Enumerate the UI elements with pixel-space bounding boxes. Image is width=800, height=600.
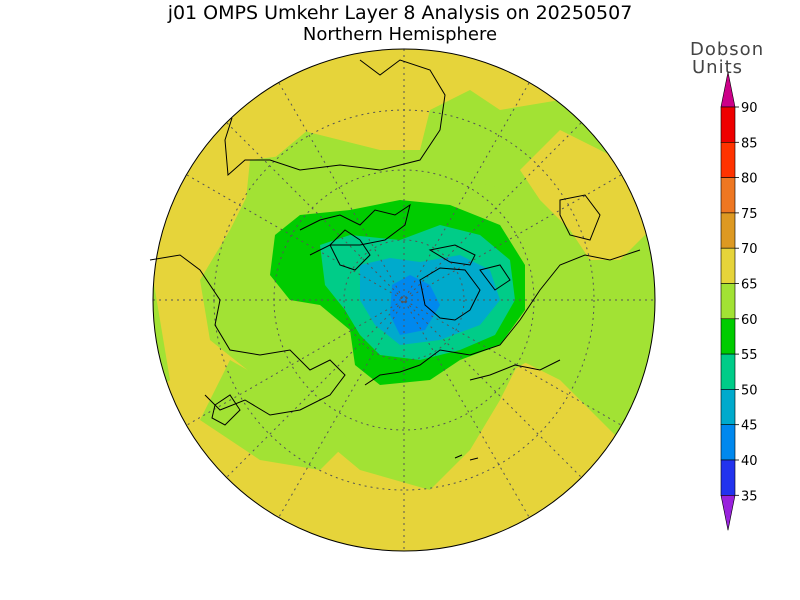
- coastline-asia-east: [149, 254, 346, 416]
- coastline-hawaii: [454, 454, 479, 461]
- contour-yellow-west: [153, 60, 655, 551]
- colorbar-label-85: 85: [741, 136, 758, 151]
- coastline-europe: [299, 203, 411, 256]
- colorbar-label-45: 45: [741, 419, 758, 434]
- legend-title-line2: Units: [692, 57, 744, 78]
- coastline-canada-islands: [428, 244, 511, 291]
- colorbar-box-55: [720, 353, 736, 390]
- map-subtitle: Northern Hemisphere: [302, 24, 498, 45]
- coastline-japan: [211, 394, 241, 426]
- map-title: j01 OMPS Umkehr Layer 8 Analysis on 2025…: [167, 2, 633, 24]
- colorbar-label-50: 50: [741, 383, 758, 398]
- coastline-eurasia-north: [224, 59, 446, 177]
- coastline-north-america: [364, 249, 641, 386]
- colorbar-label-70: 70: [741, 242, 758, 257]
- colorbar-box-90: [720, 106, 736, 143]
- map-disk-border: [152, 48, 656, 552]
- graticule: [153, 49, 655, 551]
- colorbar-label-80: 80: [741, 172, 758, 187]
- latitude-circle-80: [343, 239, 465, 361]
- colorbar-box-60: [720, 318, 736, 355]
- coastlines: [149, 59, 641, 461]
- contour-yellow-north: [300, 49, 560, 150]
- colorbar-box-50: [720, 389, 736, 425]
- colorbar-box-70: [720, 247, 736, 284]
- colorbar-top-arrow: [720, 71, 736, 108]
- colorbar-label-35: 35: [741, 489, 758, 504]
- coastline-scandinavia: [329, 229, 371, 271]
- colorbar-label-40: 40: [741, 454, 758, 469]
- colorbar-box-80: [720, 177, 736, 214]
- legend-title-line1: Dobson: [690, 39, 765, 60]
- colorbar-box-65: [720, 283, 736, 320]
- colorbar-box-45: [720, 424, 736, 461]
- colorbar-label-55: 55: [741, 348, 758, 363]
- contour-blue: [390, 275, 440, 335]
- colorbar-box-40: [720, 459, 736, 496]
- colorbar-box-75: [720, 212, 736, 249]
- colorbar-label-65: 65: [741, 278, 758, 293]
- colorbar-box-85: [720, 142, 736, 178]
- coastline-greenland: [419, 267, 481, 321]
- coastline-alaska: [469, 359, 561, 381]
- colorbar-bottom-arrow: [720, 494, 736, 531]
- colorbar-label-60: 60: [741, 313, 758, 328]
- colorbar-label-90: 90: [741, 101, 758, 116]
- contour-light-green-south: [200, 360, 350, 470]
- coastline-hudson: [559, 194, 601, 241]
- colorbar-label-75: 75: [741, 207, 758, 222]
